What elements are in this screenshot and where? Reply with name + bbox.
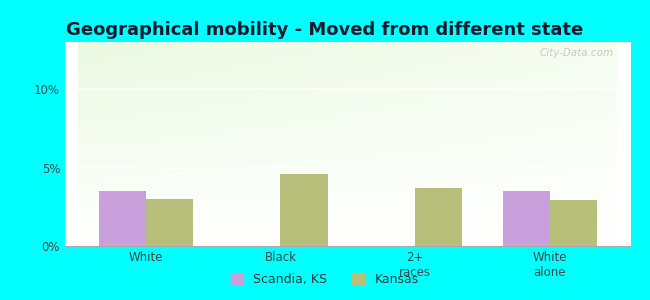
Bar — [280, 174, 328, 246]
Legend: Scandia, KS, Kansas: Scandia, KS, Kansas — [226, 268, 424, 291]
Bar — [550, 200, 597, 246]
Bar — [99, 191, 146, 246]
Text: Geographical mobility - Moved from different state: Geographical mobility - Moved from diffe… — [66, 21, 584, 39]
Text: City-Data.com: City-Data.com — [540, 48, 614, 58]
Bar — [502, 191, 550, 246]
Bar — [146, 199, 193, 246]
Bar — [415, 188, 462, 246]
